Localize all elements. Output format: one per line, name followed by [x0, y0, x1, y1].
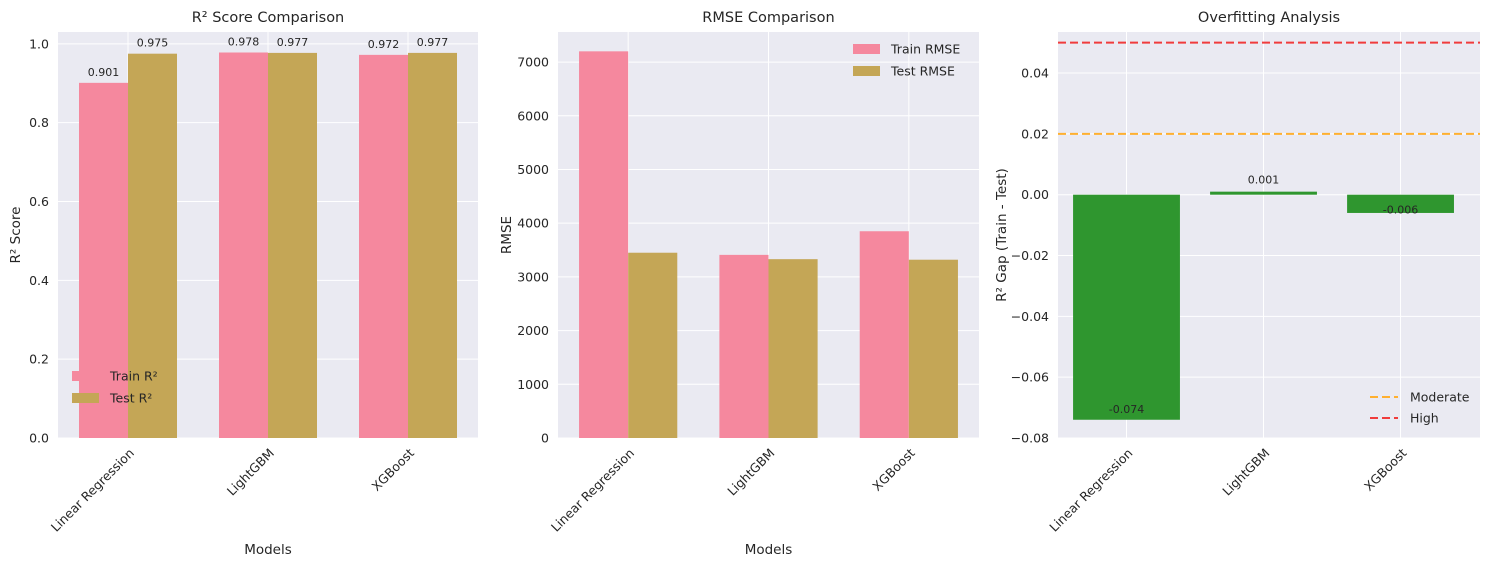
bar-test-r-	[408, 52, 457, 438]
y-axis-label: R² Gap (Train - Test)	[994, 168, 1010, 302]
bar-train-r-	[79, 82, 128, 438]
legend-swatch	[72, 393, 99, 403]
legend-label: Test R²	[109, 391, 152, 406]
y-tick-label: −0.04	[1011, 309, 1049, 324]
data-label: -0.074	[1109, 403, 1144, 416]
y-tick-label: 0.00	[1021, 187, 1049, 202]
bar-test-r-	[268, 52, 317, 438]
x-tick-label: Linear Regression	[548, 445, 637, 534]
y-tick-label: 0.02	[1021, 126, 1049, 141]
data-label: 0.972	[368, 38, 400, 51]
bar-train-rmse	[719, 254, 769, 438]
y-tick-label: 1000	[517, 377, 549, 392]
data-label: 0.978	[228, 35, 260, 48]
legend-swatch	[72, 371, 99, 381]
bar-train-rmse	[579, 51, 629, 438]
y-tick-label: −0.06	[1011, 370, 1049, 385]
y-tick-label: 0.0	[29, 431, 49, 446]
chart-title: R² Score Comparison	[192, 10, 345, 26]
y-tick-label: 6000	[517, 108, 549, 123]
bar-r2-gap	[1347, 194, 1454, 213]
data-label: 0.001	[1248, 174, 1280, 187]
data-label: -0.006	[1383, 203, 1418, 216]
y-tick-label: 3000	[517, 269, 549, 284]
y-tick-label: 0.2	[29, 352, 49, 367]
bar-train-rmse	[859, 231, 909, 438]
x-tick-label: XGBoost	[869, 445, 918, 494]
y-tick-label: 0.4	[29, 273, 49, 288]
y-tick-label: 5000	[517, 162, 549, 177]
legend-label: Train R²	[109, 369, 158, 384]
y-tick-label: 0.8	[29, 115, 49, 130]
bar-test-rmse	[908, 259, 958, 438]
x-axis-label: Models	[745, 542, 793, 558]
x-axis-label: Models	[244, 542, 292, 558]
x-tick-label: LightGBM	[1219, 445, 1272, 498]
x-tick-label: XGBoost	[1361, 445, 1410, 494]
data-label: 0.977	[277, 36, 309, 49]
legend-label: High	[1410, 411, 1439, 426]
y-tick-label: 4000	[517, 216, 549, 231]
y-tick-label: −0.08	[1011, 431, 1049, 446]
bar-test-rmse	[768, 259, 818, 438]
y-tick-label: 0.6	[29, 194, 49, 209]
chart-3: −0.08 −0.06 −0.04 −0.02 0.00 0.02 0.04 Linear R…	[994, 10, 1480, 535]
data-label: 0.901	[88, 66, 120, 79]
legend-label: Test RMSE	[890, 64, 955, 79]
y-tick-label: −0.02	[1011, 248, 1049, 263]
legend-swatch	[853, 66, 880, 76]
y-tick-label: 2000	[517, 323, 549, 338]
chart-title: Overfitting Analysis	[1198, 10, 1340, 26]
x-tick-label: Linear Regression	[1046, 445, 1135, 534]
x-tick-label: LightGBM	[724, 445, 777, 498]
y-tick-label: 0	[541, 431, 549, 446]
bar-train-r-	[219, 52, 268, 439]
y-tick-label: 7000	[517, 55, 549, 70]
legend-label: Train RMSE	[890, 42, 960, 57]
y-axis-label: RMSE	[499, 216, 515, 254]
chart-2: 0 1000 2000 3000 4000 5000 6000 7000 Linear Regr…	[499, 10, 979, 558]
y-axis-label: R² Score	[8, 207, 24, 264]
legend-label: Moderate	[1410, 390, 1470, 405]
data-label: 0.975	[137, 37, 169, 50]
bar-r2-gap	[1073, 194, 1180, 420]
x-tick-label: Linear Regression	[48, 445, 137, 534]
bar-test-r-	[128, 53, 177, 438]
bar-train-r-	[359, 54, 408, 439]
x-tick-label: XGBoost	[368, 445, 417, 494]
chart-1: 0.0 0.2 0.4 0.6 0.8 1.0 Linear Regression Light…	[8, 10, 478, 558]
bar-test-rmse	[628, 252, 678, 438]
legend-swatch	[853, 44, 880, 54]
x-tick-label: LightGBM	[224, 445, 277, 498]
data-label: 0.977	[417, 36, 449, 49]
bar-r2-gap	[1210, 191, 1317, 195]
chart-title: RMSE Comparison	[702, 10, 834, 26]
y-tick-label: 1.0	[29, 36, 49, 51]
y-tick-label: 0.04	[1021, 66, 1049, 81]
